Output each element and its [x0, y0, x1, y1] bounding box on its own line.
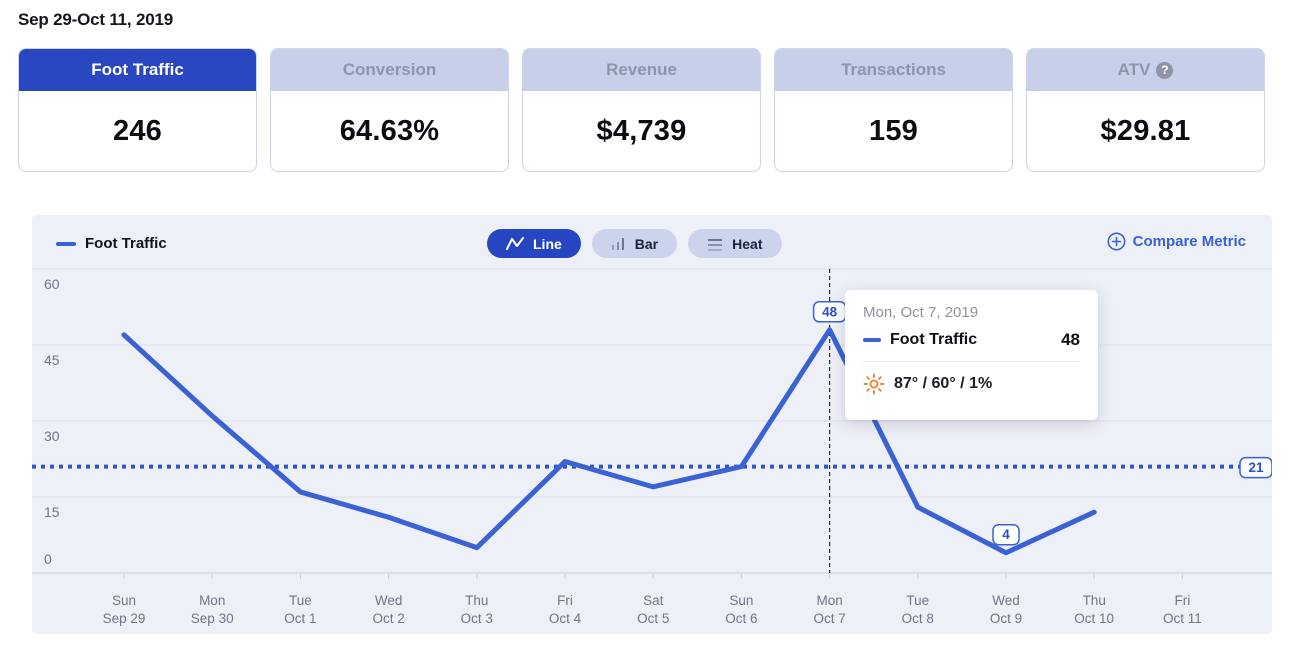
svg-text:21: 21 [1248, 460, 1264, 475]
svg-text:Sun: Sun [112, 593, 136, 608]
svg-text:60: 60 [44, 276, 60, 292]
line-series-swatch-icon [56, 241, 76, 246]
foot-traffic-line-chart[interactable]: 0 15 30 45 60 Sun Sep 29 Mon Sep 30 Tue Oct 1 Wed Oc… [32, 215, 1272, 634]
svg-text:Oct 1: Oct 1 [284, 611, 316, 626]
svg-text:Oct 4: Oct 4 [549, 611, 582, 626]
foot-traffic-chart-panel: 0 15 30 45 60 Sun Sep 29 Mon Sep 30 Tue Oct 1 Wed Oc… [32, 215, 1272, 634]
svg-text:Wed: Wed [992, 593, 1020, 608]
compare-metric-label: Compare Metric [1132, 233, 1246, 250]
svg-text:Oct 6: Oct 6 [725, 611, 757, 626]
metric-card-value: 64.63% [339, 114, 440, 147]
tooltip-weather-text: 87° / 60° / 1% [894, 375, 993, 392]
toggle-label: Bar [634, 235, 659, 252]
line-view-button[interactable]: Line [487, 229, 581, 258]
svg-text:Oct 2: Oct 2 [372, 611, 404, 626]
svg-text:Fri: Fri [557, 593, 573, 608]
legend-label: Foot Traffic [85, 235, 167, 252]
svg-text:0: 0 [44, 551, 52, 567]
svg-text:Mon: Mon [199, 593, 225, 608]
svg-text:Oct 8: Oct 8 [902, 611, 934, 626]
metric-card-foot-traffic[interactable]: Foot Traffic 246 [18, 48, 257, 172]
svg-text:48: 48 [822, 304, 838, 319]
svg-text:4: 4 [1002, 527, 1010, 542]
bar-chart-icon [611, 237, 624, 250]
heat-map-icon [708, 238, 723, 251]
chart-tooltip: Mon, Oct 7, 2019 Foot Traffic 48 [845, 290, 1098, 420]
tooltip-series-value: 48 [1061, 330, 1080, 349]
metric-card-header: Transactions [775, 49, 1012, 91]
svg-text:Oct 7: Oct 7 [813, 611, 845, 626]
metric-card-header: Conversion [271, 49, 508, 91]
metric-card-header: ATV ? [1027, 49, 1264, 91]
line-series-swatch-icon [863, 338, 881, 342]
tooltip-series-label: Foot Traffic [890, 331, 978, 348]
svg-text:45: 45 [44, 352, 60, 368]
metric-card-value: $29.81 [1100, 114, 1191, 147]
heat-view-button[interactable]: Heat [688, 229, 782, 258]
date-range-title: Sep 29-Oct 11, 2019 [18, 10, 173, 29]
metric-card-header: Foot Traffic [19, 49, 256, 91]
svg-text:Sep 29: Sep 29 [103, 611, 146, 626]
svg-text:15: 15 [44, 504, 60, 520]
metric-card-label: Conversion [342, 60, 437, 79]
metric-card-value: 159 [869, 114, 918, 147]
metric-card-revenue[interactable]: Revenue $4,739 [522, 48, 761, 172]
bar-view-button[interactable]: Bar [591, 229, 678, 258]
toggle-label: Line [533, 235, 562, 252]
metric-card-label: Revenue [606, 60, 677, 79]
svg-text:Sep 30: Sep 30 [191, 611, 234, 626]
metric-card-header: Revenue [523, 49, 760, 91]
svg-text:Oct 11: Oct 11 [1163, 611, 1202, 626]
chart-panel-header: Foot Traffic Line Bar [32, 215, 1272, 271]
metric-card-value: 246 [113, 114, 162, 147]
svg-text:Sat: Sat [643, 593, 664, 608]
svg-text:Wed: Wed [375, 593, 403, 608]
compare-metric-button[interactable]: Compare Metric [1107, 232, 1246, 251]
svg-text:Thu: Thu [465, 593, 488, 608]
svg-text:Oct 3: Oct 3 [461, 611, 493, 626]
tooltip-divider [863, 361, 1080, 362]
help-icon[interactable]: ? [1156, 61, 1174, 79]
metric-card-atv[interactable]: ATV ? $29.81 [1026, 48, 1265, 172]
svg-text:Fri: Fri [1175, 593, 1191, 608]
metric-card-value: $4,739 [596, 114, 687, 147]
plus-circle-icon [1107, 232, 1126, 251]
svg-text:Thu: Thu [1083, 593, 1106, 608]
tooltip-date: Mon, Oct 7, 2019 [863, 304, 979, 321]
svg-text:Oct 5: Oct 5 [637, 611, 669, 626]
svg-text:Tue: Tue [289, 593, 312, 608]
metric-cards-row: Foot Traffic 246 Conversion 64.63% Reven… [18, 48, 1265, 172]
legend-foot-traffic: Foot Traffic [56, 235, 167, 252]
sun-icon [863, 373, 885, 395]
metric-card-label: Transactions [841, 60, 946, 79]
line-chart-icon [506, 236, 524, 250]
metric-card-conversion[interactable]: Conversion 64.63% [270, 48, 509, 172]
svg-text:30: 30 [44, 428, 60, 444]
toggle-label: Heat [732, 235, 763, 252]
chart-view-toggle-group: Line Bar Heat [487, 229, 782, 258]
tooltip-series-row: Foot Traffic 48 [863, 330, 1080, 350]
svg-text:Tue: Tue [906, 593, 929, 608]
tooltip-weather-row: 87° / 60° / 1% [863, 373, 1080, 395]
svg-text:Mon: Mon [816, 593, 842, 608]
svg-text:Oct 10: Oct 10 [1074, 611, 1114, 626]
metric-card-label: ATV [1117, 60, 1151, 79]
metric-card-label: Foot Traffic [91, 60, 184, 79]
svg-text:Oct 9: Oct 9 [990, 611, 1022, 626]
metric-card-transactions[interactable]: Transactions 159 [774, 48, 1013, 172]
svg-text:Sun: Sun [729, 593, 753, 608]
